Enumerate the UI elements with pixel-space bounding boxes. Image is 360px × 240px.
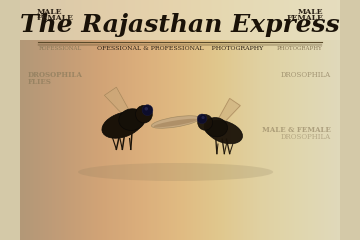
Ellipse shape <box>154 119 198 127</box>
Text: DROSOPHILA: DROSOPHILA <box>27 71 82 79</box>
Text: MALE & FEMALE: MALE & FEMALE <box>262 126 331 134</box>
Text: FEMALE: FEMALE <box>287 14 324 22</box>
Ellipse shape <box>119 109 145 130</box>
Text: MALE: MALE <box>36 8 62 16</box>
Ellipse shape <box>197 114 207 124</box>
Ellipse shape <box>135 105 152 123</box>
Ellipse shape <box>152 116 200 128</box>
Text: PHOTOGRAPHY: PHOTOGRAPHY <box>277 46 323 50</box>
Text: MALE: MALE <box>298 8 324 16</box>
Ellipse shape <box>102 112 143 138</box>
Text: ROFESSIONAL: ROFESSIONAL <box>39 46 82 50</box>
Polygon shape <box>104 87 129 114</box>
Ellipse shape <box>202 116 204 119</box>
Text: FEMALE: FEMALE <box>36 14 73 22</box>
Ellipse shape <box>144 107 148 110</box>
Text: FLIES: FLIES <box>27 78 51 86</box>
Ellipse shape <box>142 105 153 115</box>
Ellipse shape <box>78 163 273 181</box>
Ellipse shape <box>198 115 213 130</box>
Polygon shape <box>219 98 240 122</box>
Text: DROSOPHILA: DROSOPHILA <box>281 71 331 79</box>
Ellipse shape <box>204 118 228 137</box>
Text: OFESSIONAL & PROFESSIONAL    PHOTOGRAPHY: OFESSIONAL & PROFESSIONAL PHOTOGRAPHY <box>97 46 263 50</box>
Bar <box>21 0 339 40</box>
Ellipse shape <box>206 120 243 144</box>
Text: DROSOPHILA: DROSOPHILA <box>281 133 331 141</box>
Text: The Rajasthan Express: The Rajasthan Express <box>20 13 340 37</box>
